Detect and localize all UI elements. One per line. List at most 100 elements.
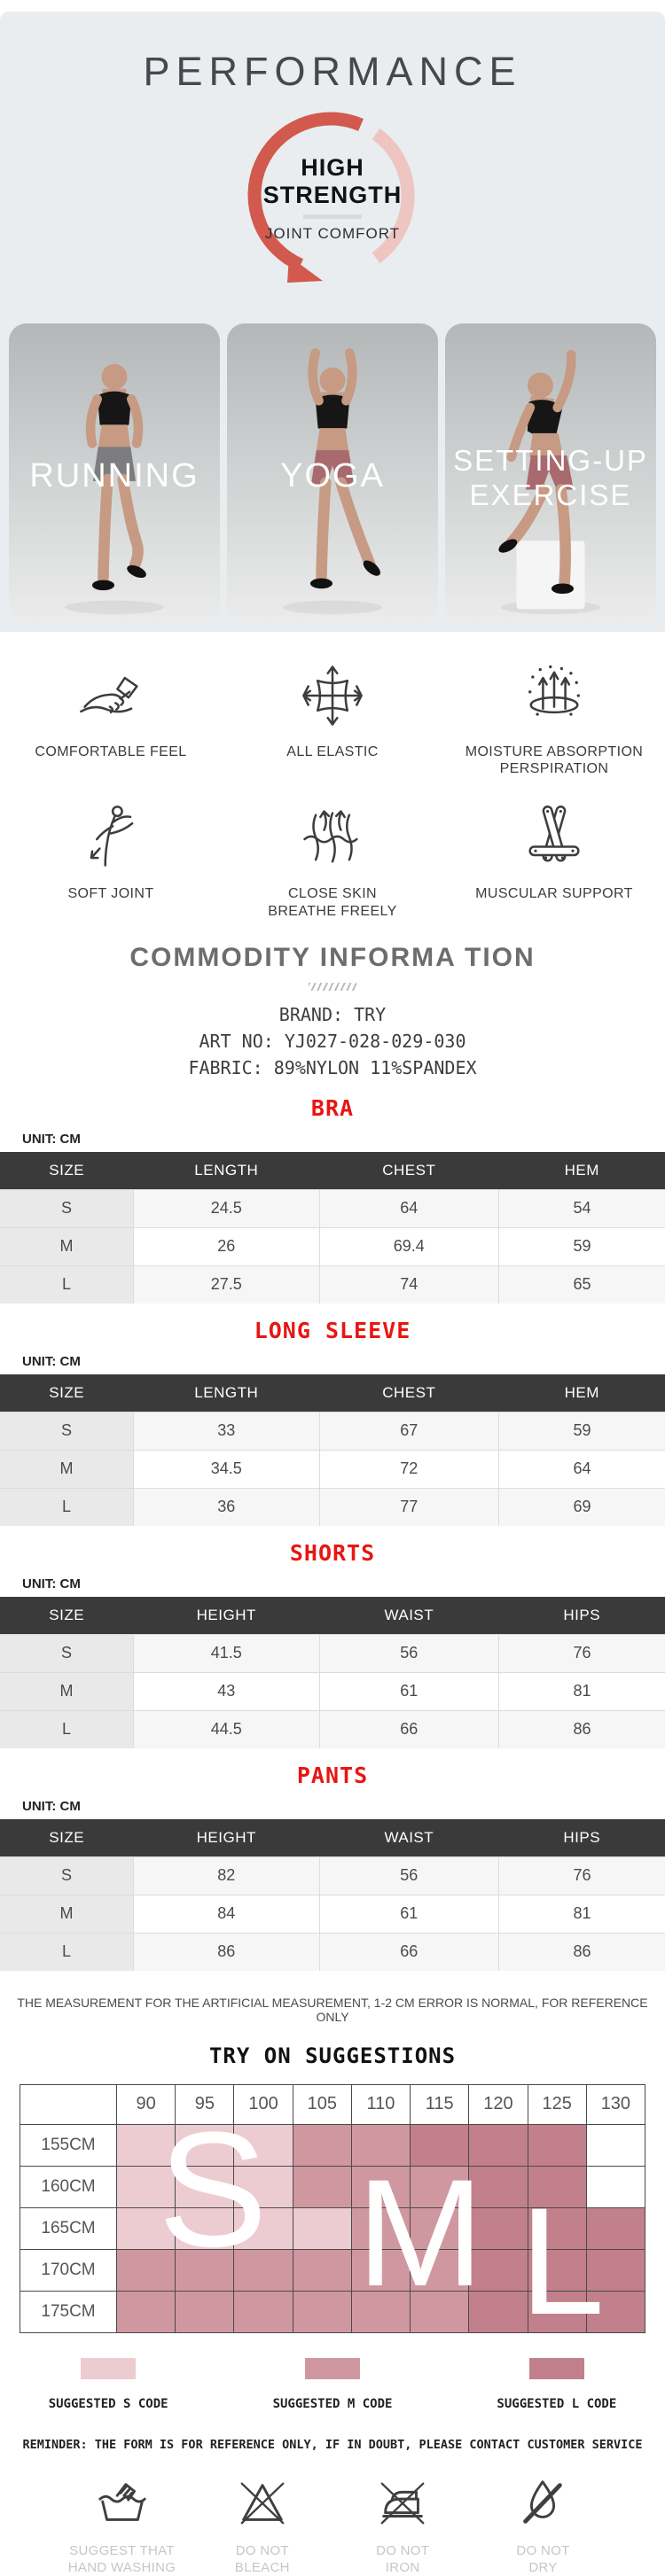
suggestion-cell: [175, 2123, 235, 2167]
support-icon: [528, 805, 580, 862]
model-photo-exercise: [498, 349, 600, 615]
hand-wash-icon: [98, 2482, 146, 2521]
weight-header: 100: [233, 2083, 293, 2125]
suggestion-cell: [585, 2206, 646, 2250]
measurement-cell: 66: [318, 1709, 499, 1748]
size-label-cell: L: [0, 1487, 134, 1526]
column-header: WAIST: [319, 1818, 499, 1857]
suggestion-cell: [468, 2165, 528, 2208]
suggestion-cell: [410, 2248, 470, 2292]
column-header: HIPS: [498, 1818, 665, 1857]
column-header: HEIGHT: [133, 1818, 320, 1857]
size-table-header-row: SIZE HEIGHT WAIST HIPS: [0, 1596, 665, 1635]
column-header: HIPS: [498, 1596, 665, 1635]
legend-item-m: SUGGESTED M CODE: [272, 2357, 393, 2411]
height-header: 165CM: [20, 2206, 117, 2250]
measurement-cell: 69: [497, 1487, 665, 1526]
suggestion-cell: [350, 2123, 411, 2167]
column-header: HEM: [498, 1151, 665, 1190]
measurement-cell: 64: [318, 1188, 499, 1228]
suggestion-cell: [115, 2206, 176, 2250]
breathe-icon: [303, 810, 358, 863]
unit-label: UNIT: CM: [22, 1798, 81, 1814]
height-header: 160CM: [20, 2165, 117, 2208]
suggestion-cell: [292, 2206, 352, 2250]
height-header: 170CM: [20, 2248, 117, 2292]
model-photo-yoga: [283, 347, 382, 615]
column-header: SIZE: [0, 1151, 134, 1190]
circular-arrows-icon: [247, 112, 415, 283]
column-header: LENGTH: [133, 1151, 320, 1190]
suggestion-cell: [410, 2206, 470, 2250]
badge-line2: STRENGTH: [262, 181, 403, 208]
size-row: S 24.5 64 54: [0, 1188, 665, 1228]
legend-swatch-s: [81, 2357, 137, 2379]
unit-label: UNIT: CM: [22, 1576, 81, 1592]
size-row: L 27.5 74 65: [0, 1265, 665, 1304]
suggestion-cell: [175, 2165, 235, 2208]
suggestion-cell: [115, 2165, 176, 2208]
try-on-header-row: 90 95 100 105 110 115 120 125 130: [20, 2083, 646, 2125]
suggestion-cell: [175, 2290, 235, 2333]
care-instructions: SUGGEST THAT HAND WASHING DO NOT BLEACH …: [0, 2475, 665, 2576]
size-chart-shorts: SHORTS UNIT: CM SIZE HEIGHT WAIST HIPS S 41.…: [0, 1540, 665, 1748]
column-header: SIZE: [0, 1374, 134, 1413]
photo-card-exercise: SETTING-UP EXERCISE: [445, 323, 656, 625]
suggestion-cell: [115, 2248, 176, 2292]
photo-label-yoga: YOGA: [280, 456, 385, 494]
suggestion-cell: [527, 2123, 587, 2167]
size-table: SIZE LENGTH CHEST HEM S 24.5 64 54 M 26 69.4 59 L 27…: [0, 1151, 665, 1304]
size-row: M 34.5 72 64: [0, 1449, 665, 1489]
reminder-note: REMINDER: THE FORM IS FOR REFERENCE ONLY…: [22, 2437, 643, 2452]
care-no-dry: DO NOT DRY: [483, 2475, 603, 2576]
no-iron-icon: [380, 2482, 425, 2525]
measurement-cell: 61: [318, 1671, 499, 1711]
hatch-divider: [309, 982, 356, 991]
suggestion-cell: [410, 2165, 470, 2208]
feature-muscular-support: MUSCULAR SUPPORT: [443, 800, 665, 919]
suggestion-cell: [410, 2290, 470, 2333]
legend-label-s: SUGGESTED S CODE: [48, 2396, 168, 2411]
photo-row: RUNNING YOGA: [9, 323, 656, 625]
moisture-icon: [528, 665, 580, 716]
suggestion-cell: [350, 2248, 411, 2292]
weight-header: 120: [468, 2083, 528, 2125]
suggestion-cell: [527, 2248, 587, 2292]
measurement-cell: 77: [318, 1487, 499, 1526]
weight-header: 130: [585, 2083, 646, 2125]
dancer-icon: [90, 805, 134, 868]
column-header: HEM: [498, 1374, 665, 1413]
measurement-cell: 33: [132, 1411, 320, 1451]
measurement-cell: 43: [132, 1671, 320, 1711]
no-bleach-icon: [240, 2482, 285, 2525]
size-label-cell: L: [0, 1265, 134, 1304]
size-table-header-row: SIZE HEIGHT WAIST HIPS: [0, 1818, 665, 1857]
feature-label: ALL ELASTIC: [286, 744, 379, 759]
suggestion-cell: [468, 2123, 528, 2167]
measurement-cell: 86: [497, 1932, 665, 1971]
try-on-row: 165CM: [20, 2206, 646, 2250]
try-on-row: 170CM: [20, 2248, 646, 2292]
weight-header: 95: [175, 2083, 235, 2125]
legend-label-m: SUGGESTED M CODE: [272, 2396, 393, 2411]
commodity-information: COMMODITY INFORMA TION BRAND: TRY ART NO…: [0, 920, 665, 1081]
suggestion-cell: [468, 2290, 528, 2333]
unit-label: UNIT: CM: [22, 1131, 81, 1147]
size-chart-title: SHORTS: [289, 1539, 376, 1566]
size-row: L 36 77 69: [0, 1487, 665, 1526]
suggestion-cell: [115, 2123, 176, 2167]
art-no-line: ART NO: YJ027-028-029-030: [199, 1030, 466, 1052]
measurement-cell: 82: [132, 1856, 320, 1895]
size-label-cell: M: [0, 1671, 134, 1711]
size-label-cell: M: [0, 1449, 134, 1489]
measurement-cell: 56: [318, 1633, 499, 1673]
photo-card-yoga: YOGA: [227, 323, 438, 625]
suggestion-cell: [350, 2165, 411, 2208]
measurement-cell: 64: [497, 1449, 665, 1489]
feature-moisture: MOISTURE ABSORPTION PERSPIRATION: [443, 658, 665, 777]
suggestion-cell: [175, 2248, 235, 2292]
measurement-cell: 27.5: [132, 1265, 320, 1304]
weight-header: 115: [410, 2083, 470, 2125]
size-table-header-row: SIZE LENGTH CHEST HEM: [0, 1151, 665, 1190]
size-row: L 86 66 86: [0, 1932, 665, 1971]
